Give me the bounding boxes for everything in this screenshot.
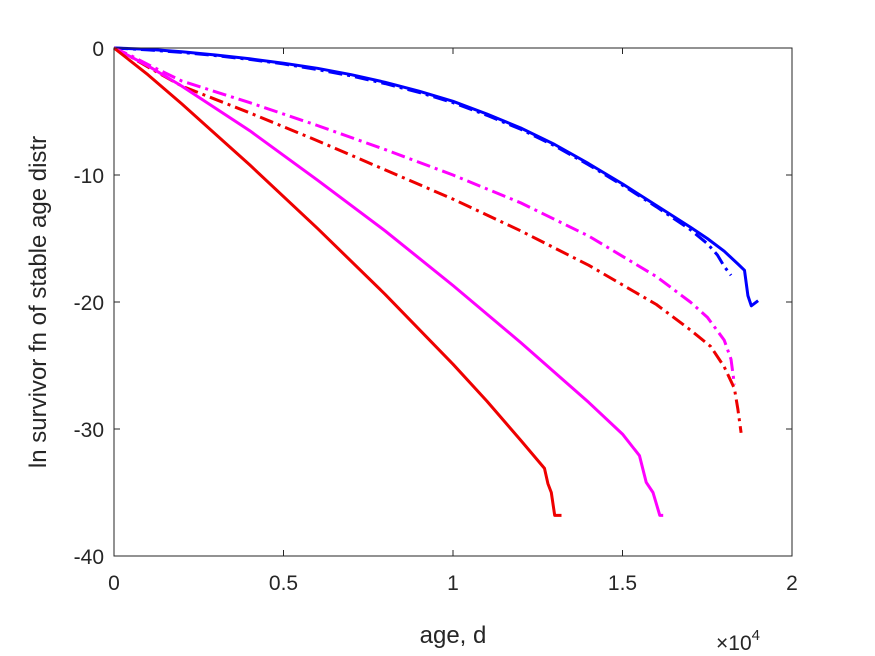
x-scale-factor-exponent: 4 [752, 627, 760, 644]
y-tick-label: 0 [92, 38, 104, 61]
series-line-3 [113, 46, 736, 385]
plot-area [114, 48, 792, 556]
x-ticks: 0 0.5 1 1.5 2 [108, 48, 798, 595]
x-tick-label: 1.5 [608, 572, 637, 595]
x-scale-factor-base: ×10 [716, 632, 752, 655]
x-tick-label: 0.5 [269, 572, 298, 595]
y-ticks: 0 -10 -20 -30 -40 [74, 38, 792, 569]
x-tick-label: 1 [447, 572, 459, 595]
series-line-6 [113, 46, 562, 517]
y-tick-label: -30 [74, 419, 104, 442]
y-tick-label: -40 [74, 546, 104, 569]
x-scale-factor: ×104 [716, 627, 760, 655]
x-tick-label: 2 [786, 572, 798, 595]
x-axis-label: age, d [420, 622, 487, 649]
y-axis-label: ln survivor fn of stable age distr [25, 136, 52, 468]
series-line-2 [113, 46, 733, 277]
x-tick-label: 0 [108, 572, 120, 595]
series-layer [113, 46, 759, 517]
y-tick-label: -20 [74, 292, 104, 315]
y-tick-label: -10 [74, 165, 104, 188]
series-line-5 [113, 46, 664, 517]
